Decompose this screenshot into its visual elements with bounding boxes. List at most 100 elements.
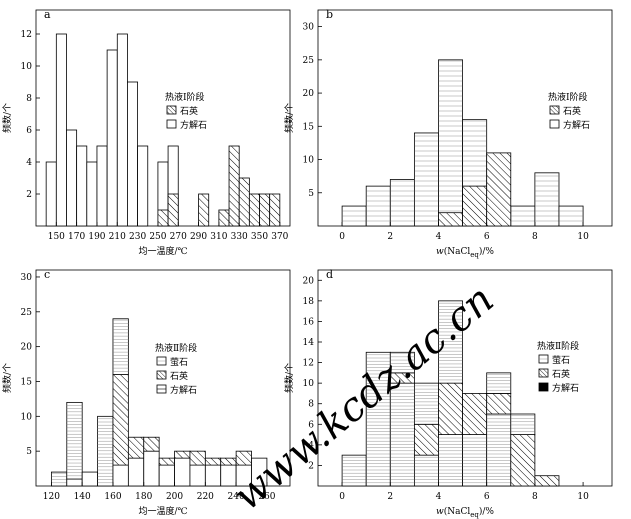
legend-label: 石英	[180, 105, 198, 117]
bar	[116, 33, 128, 227]
bar-segment	[438, 382, 463, 435]
bar-segment	[413, 382, 439, 425]
y-tick-label: 5	[308, 189, 314, 199]
bar	[510, 205, 536, 227]
y-tick-label: 30	[21, 273, 33, 283]
bar	[167, 193, 179, 227]
bar	[462, 185, 488, 227]
bar	[341, 205, 367, 227]
bar-segment	[486, 413, 512, 487]
y-tick-label: 10	[303, 379, 315, 389]
legend-label: 方解石	[170, 384, 197, 396]
x-tick-label: 230	[129, 232, 146, 242]
y-tick-label: 10	[21, 62, 33, 72]
bar-segment	[510, 434, 536, 487]
legend-label: 方解石	[180, 119, 207, 131]
y-tick-label: 2	[308, 461, 314, 471]
bar-segment	[143, 450, 160, 487]
legend-title: 热液Ⅰ阶段	[548, 91, 588, 103]
bar-segment	[251, 457, 268, 487]
bar-segment	[50, 471, 68, 487]
bar-segment	[127, 436, 145, 459]
bar-segment	[438, 434, 463, 487]
bar	[96, 145, 108, 227]
legend-swatch	[549, 105, 560, 115]
bar-segment	[127, 457, 145, 487]
bar	[86, 161, 98, 227]
y-tick-label: 5	[26, 447, 32, 457]
y-tick-label: 6	[308, 420, 314, 430]
bar	[228, 145, 240, 227]
x-tick-label: 330	[231, 232, 248, 242]
bar-segment	[158, 464, 175, 487]
bar-segment	[341, 454, 367, 487]
bar-segment	[413, 454, 439, 487]
bar-segment	[365, 351, 391, 487]
bar-segment	[510, 413, 536, 435]
x-tick-label: 0	[339, 492, 345, 502]
y-axis-label: 频数/个	[1, 363, 13, 393]
bar	[259, 193, 271, 227]
x-tick-label: 150	[48, 232, 65, 242]
x-tick-label: 170	[68, 232, 85, 242]
x-tick-label: 370	[271, 232, 288, 242]
x-tick-label: 6	[484, 492, 490, 502]
x-tick-label: 180	[135, 492, 152, 502]
panel-a: 2 4 6 8 10 12 150 170 190 210 230 250 270 290 310 330 35…	[1, 8, 291, 257]
x-tick-label: 290	[190, 232, 207, 242]
bar-segment	[462, 393, 488, 435]
bar	[438, 212, 463, 227]
x-tick-label: 350	[251, 232, 268, 242]
legend-label: 萤石	[552, 354, 570, 366]
y-tick-label: 25	[303, 56, 315, 66]
y-tick-label: 25	[21, 308, 33, 318]
bar	[438, 59, 463, 227]
bar-segment	[486, 393, 512, 415]
bar-segment	[174, 450, 191, 459]
x-tick-label: 260	[258, 492, 275, 502]
x-tick-label: 4	[436, 232, 442, 242]
x-tick-label: 120	[43, 492, 60, 502]
legend-label: 石英	[170, 370, 188, 382]
y-tick-label: 10	[303, 156, 315, 166]
y-tick-label: 14	[303, 338, 315, 348]
x-tick-label: 2	[387, 232, 393, 242]
bar	[558, 205, 584, 227]
bar-segment	[112, 464, 129, 487]
bar-segment	[81, 471, 98, 487]
legend-label: 石英	[563, 105, 581, 117]
legend-swatch	[538, 382, 549, 392]
x-tick-label: 250	[149, 232, 166, 242]
x-tick-label: 220	[197, 492, 214, 502]
x-tick-label: 270	[170, 232, 187, 242]
bar	[45, 161, 57, 227]
y-tick-label: 8	[26, 94, 32, 104]
bar	[198, 193, 210, 227]
bar-segment	[389, 351, 415, 374]
y-tick-label: 18	[303, 297, 315, 307]
x-tick-label: 2	[387, 492, 393, 502]
y-tick-label: 15	[21, 377, 33, 387]
x-tick-label: 240	[228, 492, 245, 502]
bar	[55, 33, 67, 227]
legend-swatch	[156, 370, 167, 380]
bar-segment	[220, 457, 237, 466]
bar	[157, 209, 169, 227]
bar-segment	[66, 401, 83, 480]
legend-title: 热液Ⅱ阶段	[155, 342, 197, 354]
y-tick-label: 12	[21, 30, 32, 40]
bar	[269, 193, 281, 227]
legend-swatch	[538, 368, 549, 378]
x-tick-label: 200	[166, 492, 183, 502]
bar-segment	[66, 478, 83, 487]
bar-segment	[143, 436, 160, 452]
bar-segment	[204, 464, 222, 487]
bar-segment	[97, 415, 114, 487]
legend-label: 方解石	[563, 119, 590, 131]
y-tick-label: 12	[303, 359, 314, 369]
panel-letter: d	[326, 268, 333, 281]
panel-c: 5 10 15 20 25 30 120 140 160 180 200 220 240 260 c 频数/个…	[1, 268, 291, 517]
